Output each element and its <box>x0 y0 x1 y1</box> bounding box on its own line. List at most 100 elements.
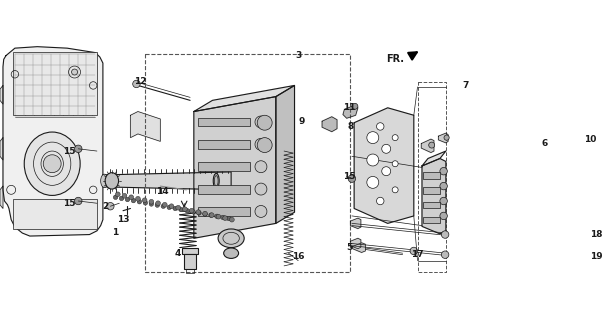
Ellipse shape <box>101 174 108 188</box>
Text: 3: 3 <box>295 51 301 60</box>
Circle shape <box>113 195 118 199</box>
Circle shape <box>367 132 379 144</box>
Polygon shape <box>322 117 337 132</box>
Circle shape <box>119 196 124 201</box>
Circle shape <box>255 138 267 150</box>
Polygon shape <box>130 112 161 141</box>
Polygon shape <box>3 47 103 236</box>
Text: 13: 13 <box>117 215 129 224</box>
Circle shape <box>444 135 449 140</box>
Circle shape <box>208 213 213 217</box>
Circle shape <box>75 145 82 153</box>
Circle shape <box>155 203 159 207</box>
Bar <box>182 248 198 254</box>
Text: 17: 17 <box>411 250 424 259</box>
Circle shape <box>133 80 140 88</box>
Circle shape <box>136 196 141 201</box>
Circle shape <box>209 213 214 218</box>
Text: 8: 8 <box>347 122 353 131</box>
Circle shape <box>196 210 201 215</box>
Polygon shape <box>353 243 365 252</box>
Text: 15: 15 <box>63 147 76 156</box>
Text: 14: 14 <box>156 187 169 196</box>
Circle shape <box>169 204 174 209</box>
Circle shape <box>392 187 398 193</box>
Circle shape <box>348 175 356 182</box>
Text: 2: 2 <box>103 202 109 211</box>
Polygon shape <box>0 138 3 160</box>
Text: 16: 16 <box>292 252 304 261</box>
Bar <box>198 162 250 171</box>
Circle shape <box>137 199 142 204</box>
Circle shape <box>376 123 384 130</box>
Circle shape <box>352 103 358 109</box>
Circle shape <box>156 201 161 206</box>
Circle shape <box>125 197 130 202</box>
Text: 4: 4 <box>175 249 181 258</box>
Text: 10: 10 <box>584 135 597 144</box>
Polygon shape <box>0 186 3 208</box>
Circle shape <box>149 202 153 206</box>
Polygon shape <box>194 85 295 112</box>
Bar <box>424 202 440 208</box>
Circle shape <box>215 214 219 219</box>
Circle shape <box>43 155 61 173</box>
Circle shape <box>367 154 379 166</box>
Circle shape <box>167 205 171 210</box>
Circle shape <box>428 142 435 148</box>
Bar <box>424 172 440 179</box>
Polygon shape <box>194 97 276 238</box>
Polygon shape <box>350 218 361 228</box>
Bar <box>198 140 250 149</box>
Text: 15: 15 <box>63 199 76 208</box>
Bar <box>198 117 250 126</box>
Ellipse shape <box>224 248 239 259</box>
Circle shape <box>72 69 78 75</box>
Circle shape <box>75 197 82 205</box>
Bar <box>424 187 440 194</box>
Circle shape <box>182 207 187 212</box>
Circle shape <box>197 211 201 215</box>
Circle shape <box>189 208 194 213</box>
Polygon shape <box>343 106 358 118</box>
Bar <box>198 207 250 216</box>
Circle shape <box>382 167 391 176</box>
Text: 5: 5 <box>346 244 352 252</box>
Polygon shape <box>421 139 434 153</box>
Polygon shape <box>276 85 295 223</box>
Text: 15: 15 <box>342 172 355 181</box>
Circle shape <box>440 182 447 190</box>
Circle shape <box>132 198 136 203</box>
Bar <box>424 217 440 223</box>
Circle shape <box>230 217 235 222</box>
Circle shape <box>227 216 231 221</box>
Circle shape <box>257 115 272 130</box>
Bar <box>187 269 194 273</box>
Circle shape <box>142 198 147 203</box>
Circle shape <box>441 231 449 238</box>
Circle shape <box>176 205 181 210</box>
Text: FR.: FR. <box>386 54 404 64</box>
Circle shape <box>162 202 167 207</box>
Bar <box>13 199 97 228</box>
Polygon shape <box>438 133 448 143</box>
Circle shape <box>255 116 267 128</box>
Circle shape <box>376 197 384 205</box>
Text: 1: 1 <box>113 228 119 237</box>
Ellipse shape <box>24 132 80 196</box>
Circle shape <box>221 215 225 220</box>
Circle shape <box>410 247 418 255</box>
Text: 11: 11 <box>342 103 355 112</box>
Text: 7: 7 <box>463 81 469 90</box>
Ellipse shape <box>218 229 244 248</box>
Circle shape <box>440 167 447 175</box>
Circle shape <box>202 211 207 216</box>
Circle shape <box>216 214 221 219</box>
Circle shape <box>149 199 154 204</box>
Bar <box>13 52 97 115</box>
Circle shape <box>122 193 127 198</box>
Circle shape <box>255 183 267 195</box>
Bar <box>184 254 196 269</box>
Circle shape <box>382 144 391 153</box>
Ellipse shape <box>105 173 119 189</box>
